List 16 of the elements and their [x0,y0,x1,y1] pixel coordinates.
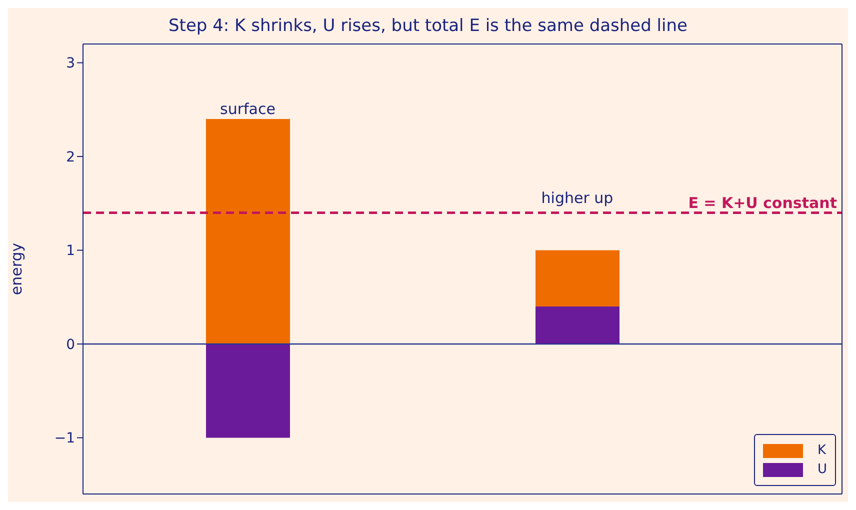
bar [206,344,290,438]
y-tick-label: 2 [66,149,75,166]
ref-line-label: E = K+U constant [688,194,837,212]
chart-title: Step 4: K shrinks, U rises, but total E is the same dashed line [168,16,688,36]
y-tick-label: 0 [66,336,75,353]
y-tick-label: 1 [66,243,75,260]
y-axis-title: energy [7,242,26,296]
legend-label: U [817,462,827,477]
y-tick-label: −1 [54,430,75,447]
bar [536,306,620,344]
legend-label: K [817,443,826,458]
annotation: higher up [541,189,614,208]
y-tick-label: 3 [66,56,75,72]
bar [536,250,620,306]
annotation: surface [220,100,276,118]
bar [206,119,290,344]
